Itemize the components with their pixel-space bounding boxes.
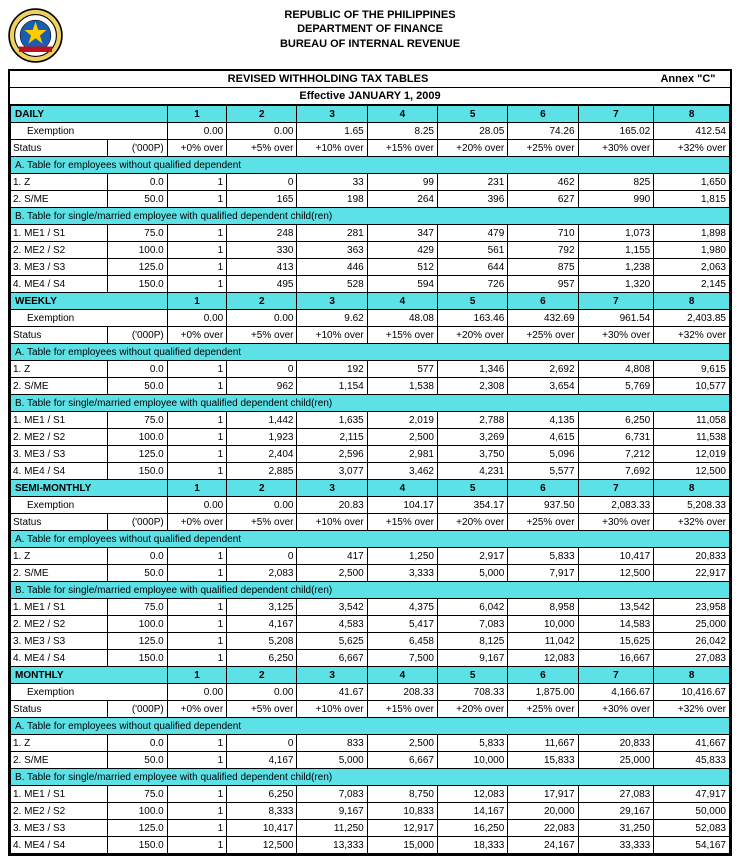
exemption-row: Exemption0.000.0041.67208.33708.331,875.… xyxy=(11,684,730,701)
row-z: 1. Z0.0108332,5005,83311,66720,83341,667 xyxy=(11,735,730,752)
exemption-row: Exemption0.000.001.658.2528.0574.26165.0… xyxy=(11,123,730,140)
header-text: REPUBLIC OF THE PHILIPPINES DEPARTMENT O… xyxy=(73,8,732,51)
section-a-header: A. Table for employees without qualified… xyxy=(11,157,730,174)
row-me4: 4. ME4 / S4150.0112,50013,33315,00018,33… xyxy=(11,837,730,854)
row-me3: 3. ME3 / S3125.0110,41711,25012,91716,25… xyxy=(11,820,730,837)
row-sme: 2. S/ME50.019621,1541,5382,3083,6545,769… xyxy=(11,378,730,395)
period-header-weekly: WEEKLY12345678 xyxy=(11,293,730,310)
section-b-header: B. Table for single/married employee wit… xyxy=(11,208,730,225)
section-b-header: B. Table for single/married employee wit… xyxy=(11,395,730,412)
section-a-header: A. Table for employees without qualified… xyxy=(11,718,730,735)
period-header-semi-monthly: SEMI-MONTHLY12345678 xyxy=(11,480,730,497)
row-z: 1. Z0.01033992314628251,650 xyxy=(11,174,730,191)
header-line3: BUREAU OF INTERNAL REVENUE xyxy=(73,37,667,51)
page-header: REPUBLIC OF THE PHILIPPINES DEPARTMENT O… xyxy=(8,8,732,63)
header-line1: REPUBLIC OF THE PHILIPPINES xyxy=(73,8,667,22)
annex-label: Annex "C" xyxy=(646,71,730,87)
row-me2: 2. ME2 / S2100.014,1674,5835,4177,08310,… xyxy=(11,616,730,633)
row-me2: 2. ME2 / S2100.011,9232,1152,5003,2694,6… xyxy=(11,429,730,446)
bir-logo xyxy=(8,8,63,63)
row-me1: 1. ME1 / S175.013,1253,5424,3756,0428,95… xyxy=(11,599,730,616)
row-me4: 4. ME4 / S4150.016,2506,6677,5009,16712,… xyxy=(11,650,730,667)
status-row: Status('000P)+0% over+5% over+10% over+1… xyxy=(11,140,730,157)
period-header-daily: DAILY12345678 xyxy=(11,106,730,123)
row-me1: 1. ME1 / S175.012482813474797101,0731,89… xyxy=(11,225,730,242)
main-table-container: REVISED WITHHOLDING TAX TABLES Annex "C"… xyxy=(8,69,732,856)
row-me3: 3. ME3 / S3125.015,2085,6256,4588,12511,… xyxy=(11,633,730,650)
section-b-header: B. Table for single/married employee wit… xyxy=(11,582,730,599)
row-me1: 1. ME1 / S175.016,2507,0838,75012,08317,… xyxy=(11,786,730,803)
exemption-row: Exemption0.000.009.6248.08163.46432.6996… xyxy=(11,310,730,327)
row-me3: 3. ME3 / S3125.014134465126448751,2382,0… xyxy=(11,259,730,276)
row-z: 1. Z0.0101925771,3462,6924,8089,615 xyxy=(11,361,730,378)
row-z: 1. Z0.0104171,2502,9175,83310,41720,833 xyxy=(11,548,730,565)
title-row: REVISED WITHHOLDING TAX TABLES Annex "C" xyxy=(10,71,730,88)
status-row: Status('000P)+0% over+5% over+10% over+1… xyxy=(11,514,730,531)
section-a-header: A. Table for employees without qualified… xyxy=(11,531,730,548)
row-me3: 3. ME3 / S3125.012,4042,5962,9813,7505,0… xyxy=(11,446,730,463)
row-me4: 4. ME4 / S4150.014955285947269571,3202,1… xyxy=(11,276,730,293)
exemption-row: Exemption0.000.0020.83104.17354.17937.50… xyxy=(11,497,730,514)
section-b-header: B. Table for single/married employee wit… xyxy=(11,769,730,786)
table-title: REVISED WITHHOLDING TAX TABLES xyxy=(10,71,646,87)
row-sme: 2. S/ME50.012,0832,5003,3335,0007,91712,… xyxy=(11,565,730,582)
row-me1: 1. ME1 / S175.011,4421,6352,0192,7884,13… xyxy=(11,412,730,429)
effective-date: Effective JANUARY 1, 2009 xyxy=(10,88,730,105)
status-row: Status('000P)+0% over+5% over+10% over+1… xyxy=(11,327,730,344)
row-me2: 2. ME2 / S2100.018,3339,16710,83314,1672… xyxy=(11,803,730,820)
row-sme: 2. S/ME50.014,1675,0006,66710,00015,8332… xyxy=(11,752,730,769)
tax-table: DAILY12345678Exemption0.000.001.658.2528… xyxy=(10,105,730,854)
status-row: Status('000P)+0% over+5% over+10% over+1… xyxy=(11,701,730,718)
period-header-monthly: MONTHLY12345678 xyxy=(11,667,730,684)
header-line2: DEPARTMENT OF FINANCE xyxy=(73,22,667,36)
section-a-header: A. Table for employees without qualified… xyxy=(11,344,730,361)
row-sme: 2. S/ME50.011651982643966279901,815 xyxy=(11,191,730,208)
row-me2: 2. ME2 / S2100.013303634295617921,1551,9… xyxy=(11,242,730,259)
row-me4: 4. ME4 / S4150.012,8853,0773,4624,2315,5… xyxy=(11,463,730,480)
